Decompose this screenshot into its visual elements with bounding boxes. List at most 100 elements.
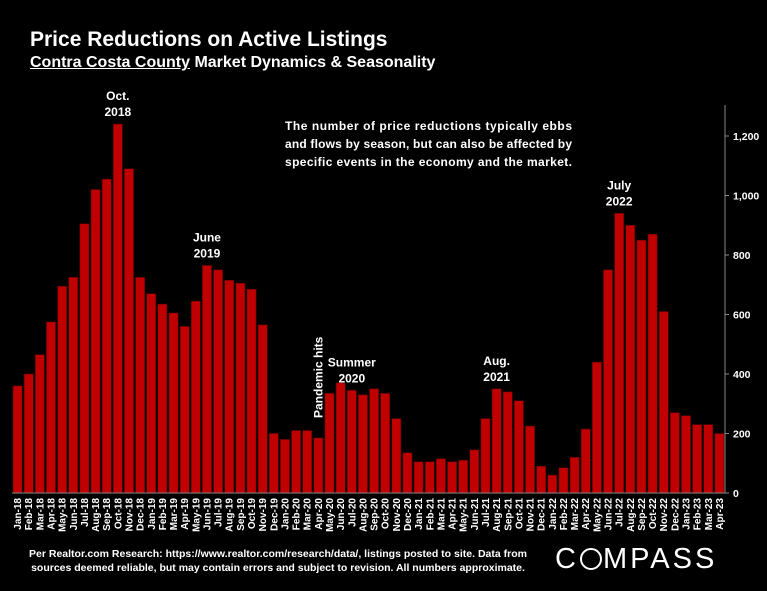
x-tick-label: Sep-19: [236, 498, 247, 531]
x-tick-label: Nov-21: [526, 498, 537, 532]
bar: [592, 361, 602, 494]
x-tick-label: Aug-20: [358, 498, 369, 532]
x-tick-label: Jan-20: [280, 498, 291, 530]
logo-o-ring: [579, 548, 602, 570]
bar: [346, 390, 357, 494]
bar: [580, 428, 591, 494]
x-tick-label: Oct-21: [514, 498, 525, 530]
bar: [703, 424, 714, 494]
note-text-line: The number of price reductions typically…: [285, 119, 572, 133]
logo-rest: MPASS: [602, 543, 718, 575]
x-tick-label: Sep-18: [102, 498, 113, 531]
x-tick-label: Jan-19: [147, 498, 158, 530]
x-tick-label: Dec-21: [537, 498, 548, 531]
bar: [614, 213, 625, 494]
bar: [202, 265, 212, 494]
x-tick-label: Apr-23: [715, 498, 726, 530]
x-tick-label: Nov-20: [392, 498, 403, 532]
annotation-label: 2021: [483, 370, 510, 384]
x-tick-label: Mar-19: [169, 498, 180, 531]
annotation-label: Summer: [328, 355, 376, 369]
bar: [658, 311, 669, 494]
bar: [714, 433, 725, 494]
x-tick-label: Jul-22: [615, 498, 626, 527]
bar: [101, 178, 112, 494]
bar: [257, 324, 268, 494]
bar: [369, 388, 379, 494]
bar: [536, 465, 547, 494]
bar: [458, 459, 469, 494]
bar: [603, 269, 613, 494]
compass-logo: C MPASS: [555, 543, 717, 576]
x-tick-label: Jan-23: [682, 498, 693, 530]
annotation-label: 2022: [606, 194, 633, 208]
bar: [268, 433, 279, 494]
bar: [547, 474, 558, 494]
x-tick-label: Sep-22: [637, 498, 648, 531]
x-tick-label: Jan-21: [414, 498, 425, 530]
x-tick-label: Jul-18: [80, 498, 91, 527]
bar: [692, 424, 703, 494]
y-tick-label: 1,000: [733, 191, 759, 203]
bar: [647, 233, 658, 494]
annotation-label: 2019: [194, 246, 221, 260]
x-tick-label: Jul-19: [214, 498, 225, 527]
x-tick-label: Jul-21: [481, 498, 492, 527]
bar: [424, 461, 435, 494]
x-tick-label: Jun-19: [202, 498, 213, 531]
bar: [112, 123, 123, 494]
x-tick-label: Aug-19: [225, 498, 236, 532]
x-tick-label: Aug-22: [626, 498, 637, 532]
x-tick-label: May-19: [191, 498, 202, 532]
bar: [514, 400, 524, 494]
x-tick-label: Aug-21: [492, 498, 503, 532]
x-tick-label: Apr-20: [314, 498, 325, 530]
bar: [12, 385, 23, 494]
bar: [391, 418, 402, 494]
bar: [358, 394, 368, 494]
source-footnote: Per Realtor.com Research: https://www.re…: [18, 547, 538, 575]
x-tick-label: Jun-22: [604, 498, 615, 531]
x-tick-label: Feb-21: [425, 498, 436, 531]
bar: [224, 279, 235, 494]
bar: [469, 449, 480, 494]
note-text-line: and flows by season, but can also be aff…: [285, 137, 572, 151]
annotation-pandemic: Pandemic hits: [311, 336, 325, 418]
bar: [324, 393, 335, 494]
x-tick-label: May-22: [592, 498, 603, 532]
bar: [302, 430, 313, 494]
bar: [380, 393, 391, 494]
x-tick-label: Dec-20: [403, 498, 414, 531]
bar: [246, 288, 257, 494]
bar: [79, 223, 90, 494]
footnote-line-2: sources deemed reliable, but may contain…: [31, 562, 525, 574]
bar: [402, 452, 413, 494]
y-tick-label: 600: [733, 310, 751, 322]
bar: [213, 269, 223, 494]
bar: [157, 303, 168, 494]
bar: [625, 224, 636, 494]
x-tick-label: Jun-18: [69, 498, 80, 531]
bar: [124, 168, 134, 494]
bar: [335, 382, 346, 494]
x-tick-label: Feb-18: [24, 498, 35, 531]
bar: [280, 439, 290, 494]
bar: [636, 239, 647, 494]
x-tick-label: Oct-22: [648, 498, 659, 530]
bar: [313, 437, 324, 494]
bar: [68, 277, 79, 494]
chart-subtitle: Contra Costa County Market Dynamics & Se…: [30, 54, 435, 72]
x-tick-label: Oct-18: [113, 498, 124, 530]
x-tick-label: Jan-22: [548, 498, 559, 530]
bar: [146, 293, 157, 494]
bar: [57, 285, 68, 494]
x-tick-label: Feb-22: [559, 498, 570, 531]
x-tick-label: Apr-19: [180, 498, 191, 530]
bar: [34, 354, 45, 494]
note-text-line: specific events in the economy and the m…: [285, 155, 572, 169]
logo-c: C: [555, 543, 579, 575]
annotation-label: Oct.: [106, 89, 129, 103]
x-tick-label: Jan-18: [13, 498, 24, 530]
y-tick-label: 200: [733, 429, 751, 441]
bar: [90, 189, 101, 494]
